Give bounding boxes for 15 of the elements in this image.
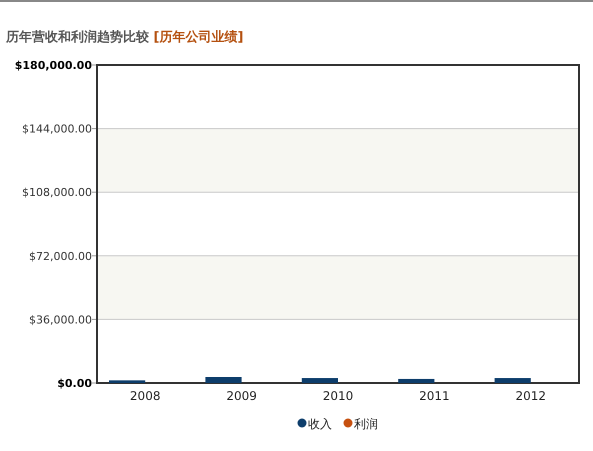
y-tick-label: $108,000.00: [22, 186, 92, 200]
chart-title: 历年营收和利润趋势比较: [5, 29, 154, 45]
y-tick-label: $0.00: [57, 377, 92, 390]
y-tick-label: $72,000.00: [29, 250, 92, 263]
y-tick-label: $144,000.00: [22, 122, 92, 136]
x-tick-label: 2010: [322, 389, 354, 403]
x-tick-label: 2011: [419, 389, 450, 403]
chart-subtitle: [历年公司业绩]: [154, 30, 244, 45]
y-tick-label: $36,000.00: [29, 313, 92, 326]
x-tick-label: 2012: [516, 389, 546, 403]
y-tick-label: $180,000.00: [14, 59, 92, 72]
x-tick-label: 2009: [226, 389, 257, 403]
legend-label: 利润: [354, 417, 378, 431]
legend-label: 收入: [308, 417, 332, 431]
x-tick-label: 2008: [130, 389, 160, 403]
